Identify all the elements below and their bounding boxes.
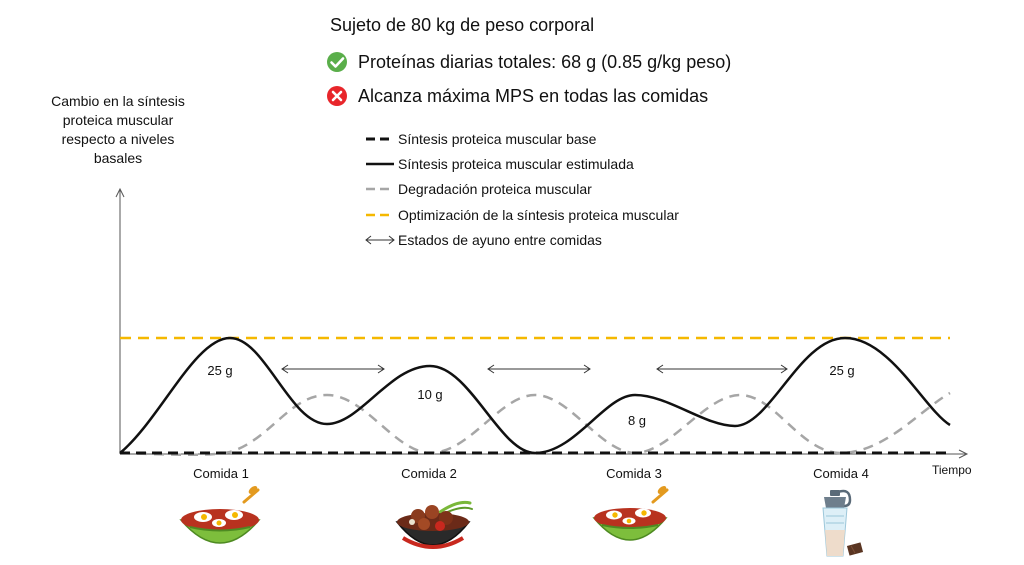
- legend-label-stimulated: Síntesis proteica muscular estimulada: [398, 156, 634, 172]
- diagram-title: Sujeto de 80 kg de peso corporal: [330, 15, 594, 35]
- legend-label-base: Síntesis proteica muscular base: [398, 131, 597, 147]
- fasting-arrow-2: [487, 364, 591, 374]
- y-axis-label: Cambio en la síntesis proteica muscular …: [51, 93, 185, 166]
- x-axis-arrow: [958, 449, 969, 459]
- legend-label-fasting: Estados de ayuno entre comidas: [398, 232, 602, 248]
- daily-protein-line: Proteínas diarias totales: 68 g (0.85 g/…: [358, 52, 731, 72]
- bowl-eggs-icon-2: [592, 486, 669, 541]
- legend: Síntesis proteica muscular base Síntesis…: [365, 131, 679, 248]
- y-label-line-2: proteica muscular: [63, 112, 174, 128]
- max-mps-line: Alcanza máxima MPS en todas las comidas: [358, 86, 708, 106]
- bowl-eggs-icon: [179, 486, 261, 544]
- fasting-arrow-1: [281, 364, 385, 374]
- y-label-line-1: Cambio en la síntesis: [51, 93, 185, 109]
- y-label-line-4: basales: [94, 150, 142, 166]
- protein-label-meal-2: 10 g: [417, 387, 442, 402]
- protein-shaker-icon: [822, 489, 864, 557]
- degradation-curve: [119, 391, 951, 456]
- x-axis-label: Tiempo: [932, 463, 972, 477]
- legend-label-optimal: Optimización de la síntesis proteica mus…: [398, 207, 679, 223]
- fasting-arrow-3: [656, 364, 788, 374]
- meal-label-2: Comida 2: [401, 466, 457, 481]
- protein-label-meal-1: 25 g: [207, 363, 232, 378]
- stimulated-synthesis-curve: [119, 336, 951, 455]
- y-axis-arrow: [115, 187, 125, 198]
- y-label-line-3: respecto a niveles: [62, 131, 175, 147]
- check-icon: [327, 52, 347, 72]
- close-icon: [327, 86, 347, 106]
- legend-swatch-fasting: [365, 235, 395, 245]
- legend-label-degradation: Degradación proteica muscular: [398, 181, 592, 197]
- protein-label-meal-3: 8 g: [628, 413, 646, 428]
- protein-label-meal-4: 25 g: [829, 363, 854, 378]
- bowl-meat-icon: [395, 500, 473, 549]
- meal-label-3: Comida 3: [606, 466, 662, 481]
- meal-label-1: Comida 1: [193, 466, 249, 481]
- meal-label-4: Comida 4: [813, 466, 869, 481]
